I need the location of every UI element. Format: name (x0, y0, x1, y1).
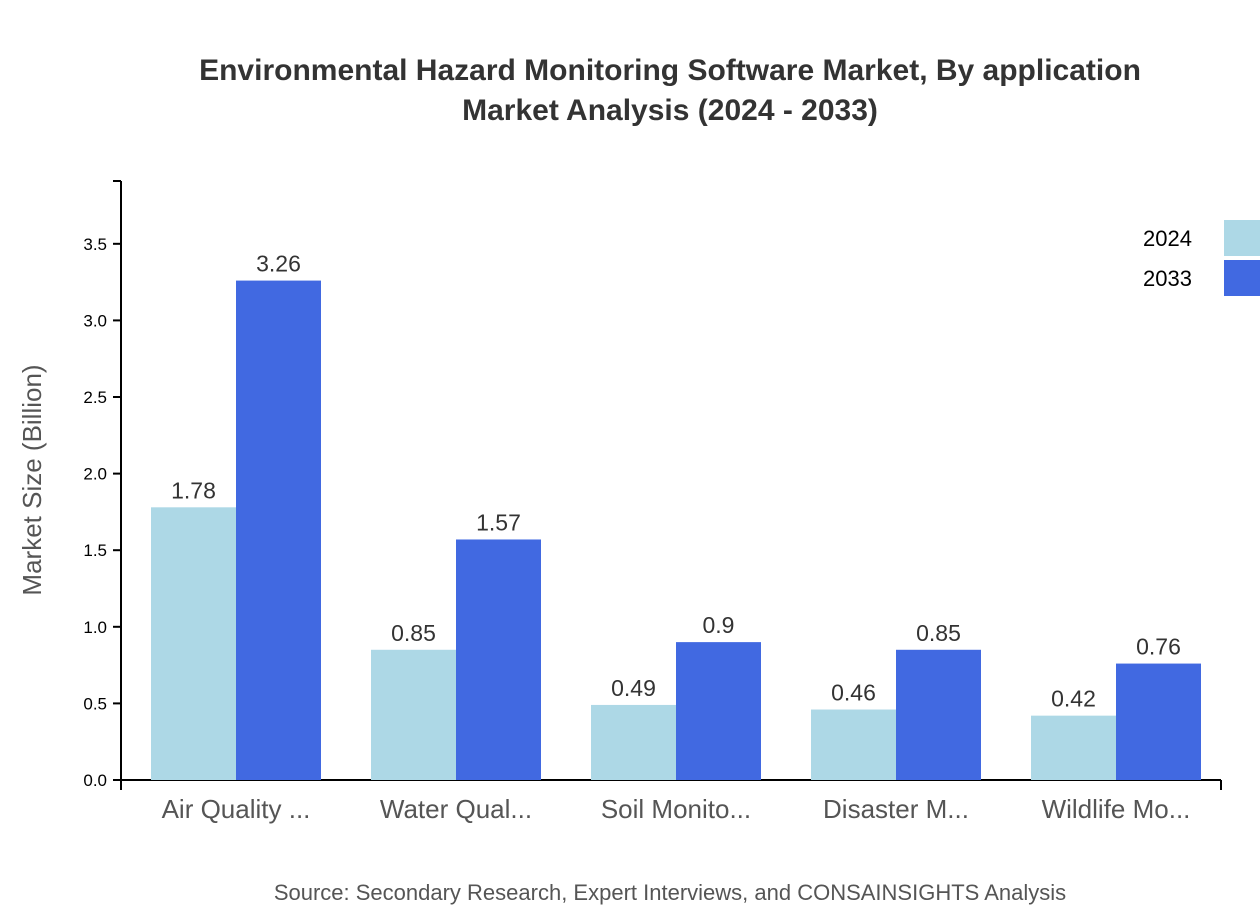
bar-2024 (371, 649, 456, 780)
bar-2024 (1031, 715, 1116, 780)
data-label: 0.42 (1051, 686, 1096, 712)
chart-title-line-1: Environmental Hazard Monitoring Software… (199, 54, 1141, 87)
data-label: 0.49 (611, 675, 656, 701)
bar-2033 (456, 539, 541, 780)
bar-2033 (896, 649, 981, 780)
y-tick-label: 2.0 (83, 465, 107, 484)
source-note: Source: Secondary Research, Expert Inter… (274, 880, 1066, 905)
y-tick-label: 3.0 (83, 311, 107, 330)
y-axis-label: Market Size (Billion) (17, 364, 47, 595)
bar-2024 (811, 709, 896, 780)
legend-label: 2033 (1143, 266, 1192, 291)
x-tick-label: Water Qual... (380, 794, 532, 824)
data-label: 1.57 (476, 509, 521, 535)
data-label: 3.26 (256, 251, 301, 277)
y-tick-label: 1.0 (83, 618, 107, 637)
data-label: 0.46 (831, 680, 876, 706)
bar-2024 (591, 704, 676, 780)
y-tick-label: 0.0 (83, 771, 107, 790)
data-label: 0.76 (1136, 634, 1181, 660)
legend-swatch-2024 (1224, 220, 1260, 256)
chart-title-line-2: Market Analysis (2024 - 2033) (462, 94, 878, 127)
bar-2024 (151, 507, 236, 780)
data-label: 1.78 (171, 477, 216, 503)
data-label: 0.9 (703, 612, 735, 638)
y-tick-label: 1.5 (83, 541, 107, 560)
legend-label: 2024 (1143, 226, 1192, 251)
x-tick-label: Soil Monito... (601, 794, 751, 824)
x-tick-label: Wildlife Mo... (1042, 794, 1191, 824)
y-tick-label: 2.5 (83, 388, 107, 407)
y-tick-label: 3.5 (83, 235, 107, 254)
y-tick-label: 0.5 (83, 694, 107, 713)
bar-2033 (236, 280, 321, 780)
data-label: 0.85 (916, 620, 961, 646)
bar-2033 (676, 642, 761, 780)
x-tick-label: Air Quality ... (162, 794, 311, 824)
data-label: 0.85 (391, 620, 436, 646)
bar-2033 (1116, 663, 1201, 780)
x-tick-label: Disaster M... (823, 794, 969, 824)
legend-swatch-2033 (1224, 260, 1260, 296)
